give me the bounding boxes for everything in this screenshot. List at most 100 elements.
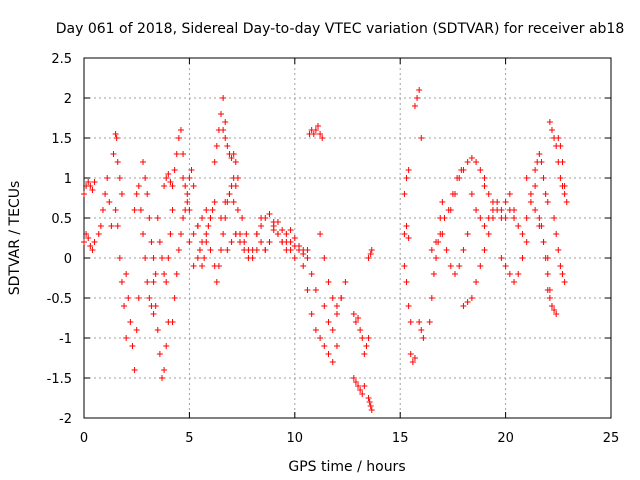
data-point <box>291 243 298 249</box>
data-point <box>207 247 214 253</box>
data-point <box>477 167 484 173</box>
data-point <box>211 159 218 165</box>
data-point <box>538 223 545 229</box>
data-point <box>317 131 324 137</box>
data-point <box>196 247 203 253</box>
data-point <box>127 319 134 325</box>
data-point <box>220 127 227 133</box>
data-point <box>186 175 193 181</box>
data-point <box>365 335 372 341</box>
data-point <box>287 247 294 253</box>
data-point <box>171 167 178 173</box>
data-point <box>310 131 317 137</box>
y-tick-label: -2 <box>59 412 72 427</box>
data-point <box>184 191 191 197</box>
data-point <box>186 207 193 213</box>
data-point <box>203 231 210 237</box>
data-point <box>401 231 408 237</box>
data-point <box>156 351 163 357</box>
data-point <box>527 199 534 205</box>
data-point <box>199 239 206 245</box>
data-point <box>548 127 555 133</box>
data-point <box>161 271 168 277</box>
data-point <box>116 255 123 261</box>
data-point <box>312 327 319 333</box>
data-point <box>169 207 176 213</box>
data-point <box>226 191 233 197</box>
data-point <box>161 367 168 373</box>
data-point <box>167 231 174 237</box>
data-point <box>523 239 530 245</box>
data-point <box>135 295 142 301</box>
data-point <box>163 343 170 349</box>
data-point <box>338 295 345 301</box>
data-point <box>405 235 412 241</box>
data-point <box>411 355 418 361</box>
data-point <box>125 295 132 301</box>
data-point <box>144 279 151 285</box>
data-point <box>489 199 496 205</box>
data-point <box>83 231 90 237</box>
data-point <box>279 227 286 233</box>
data-point <box>540 239 547 245</box>
data-point <box>131 367 138 373</box>
data-point <box>361 351 368 357</box>
data-point <box>180 151 187 157</box>
data-point <box>249 247 256 253</box>
data-point <box>407 319 414 325</box>
data-point <box>222 199 229 205</box>
data-point <box>188 167 195 173</box>
data-point <box>409 359 416 365</box>
data-point <box>190 231 197 237</box>
data-point <box>222 119 229 125</box>
plot-frame <box>83 57 612 419</box>
data-point <box>177 231 184 237</box>
data-points <box>81 87 570 413</box>
data-point <box>563 199 570 205</box>
data-point <box>85 179 92 185</box>
data-point <box>350 311 357 317</box>
data-point <box>481 175 488 181</box>
data-point <box>186 239 193 245</box>
data-point <box>314 123 321 129</box>
data-point <box>173 271 180 277</box>
x-tick-label: 20 <box>497 431 514 446</box>
data-point <box>81 239 87 245</box>
y-tick-label: 0 <box>64 252 72 267</box>
data-point <box>485 191 492 197</box>
data-point <box>243 231 250 237</box>
data-point <box>304 247 311 253</box>
data-point <box>561 183 568 189</box>
data-point <box>523 215 530 221</box>
data-point <box>135 183 142 189</box>
data-point <box>546 119 553 125</box>
y-tick-label: 1.5 <box>51 132 72 147</box>
data-point <box>361 383 368 389</box>
data-point <box>89 247 96 253</box>
data-point <box>557 263 564 269</box>
data-point <box>137 207 144 213</box>
data-point <box>218 215 225 221</box>
data-point <box>169 319 176 325</box>
x-tick-label: 10 <box>287 431 304 446</box>
data-point <box>357 387 364 393</box>
data-point <box>494 207 501 213</box>
data-point <box>553 311 560 317</box>
data-point <box>498 215 505 221</box>
data-point <box>154 327 161 333</box>
data-point <box>447 263 454 269</box>
data-point <box>367 251 374 257</box>
data-point <box>266 211 273 217</box>
data-point <box>287 227 294 233</box>
data-point <box>416 87 423 93</box>
data-point <box>228 239 235 245</box>
data-point <box>363 343 370 349</box>
data-point <box>116 175 123 181</box>
data-point <box>544 271 551 277</box>
data-point <box>519 231 526 237</box>
data-point <box>190 263 197 269</box>
data-point <box>99 207 106 213</box>
data-point <box>144 191 151 197</box>
data-point <box>414 95 421 101</box>
data-point <box>163 175 170 181</box>
